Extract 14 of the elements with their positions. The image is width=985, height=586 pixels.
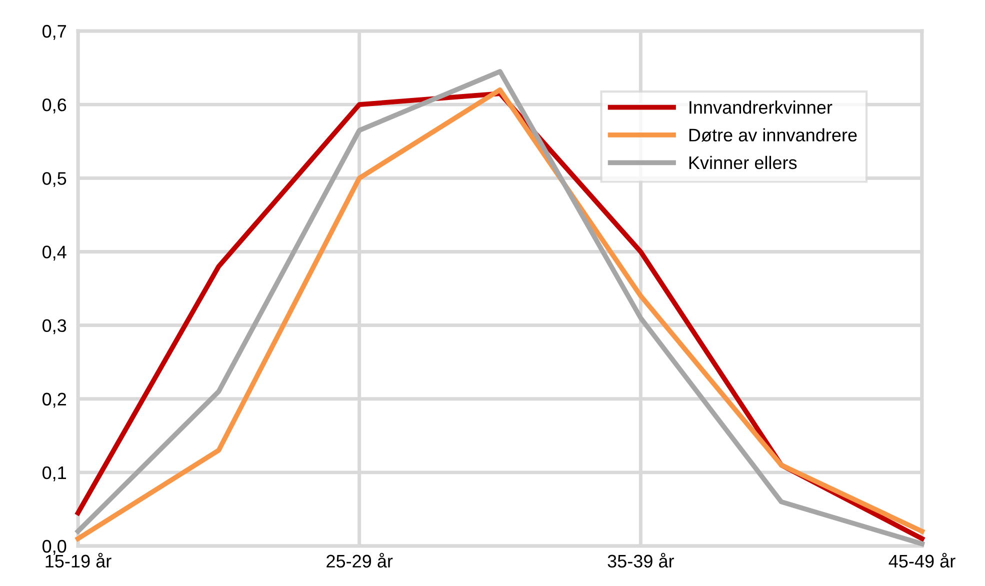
legend-label: Døtre av innvandrere [689, 128, 857, 142]
x-tick-label: 45-49 år [888, 552, 956, 568]
y-tick-label: 0,6 [42, 98, 66, 114]
y-tick-label: 0,5 [42, 172, 66, 187]
x-tick-label: 25-29 år [326, 552, 393, 568]
y-tick-label: 0,7 [42, 24, 66, 40]
y-tick-label: 0,0 [42, 540, 66, 555]
legend-label: Innvandrerkvinner [690, 100, 832, 114]
y-tick-label: 0,2 [42, 392, 66, 408]
y-tick-label: 0,3 [42, 319, 66, 334]
y-tick-label: 0,1 [42, 466, 66, 482]
x-tick-label: 35-39 år [608, 552, 674, 568]
y-tick-label: 0,4 [42, 246, 66, 261]
legend-label: Kvinner ellers [689, 156, 797, 170]
